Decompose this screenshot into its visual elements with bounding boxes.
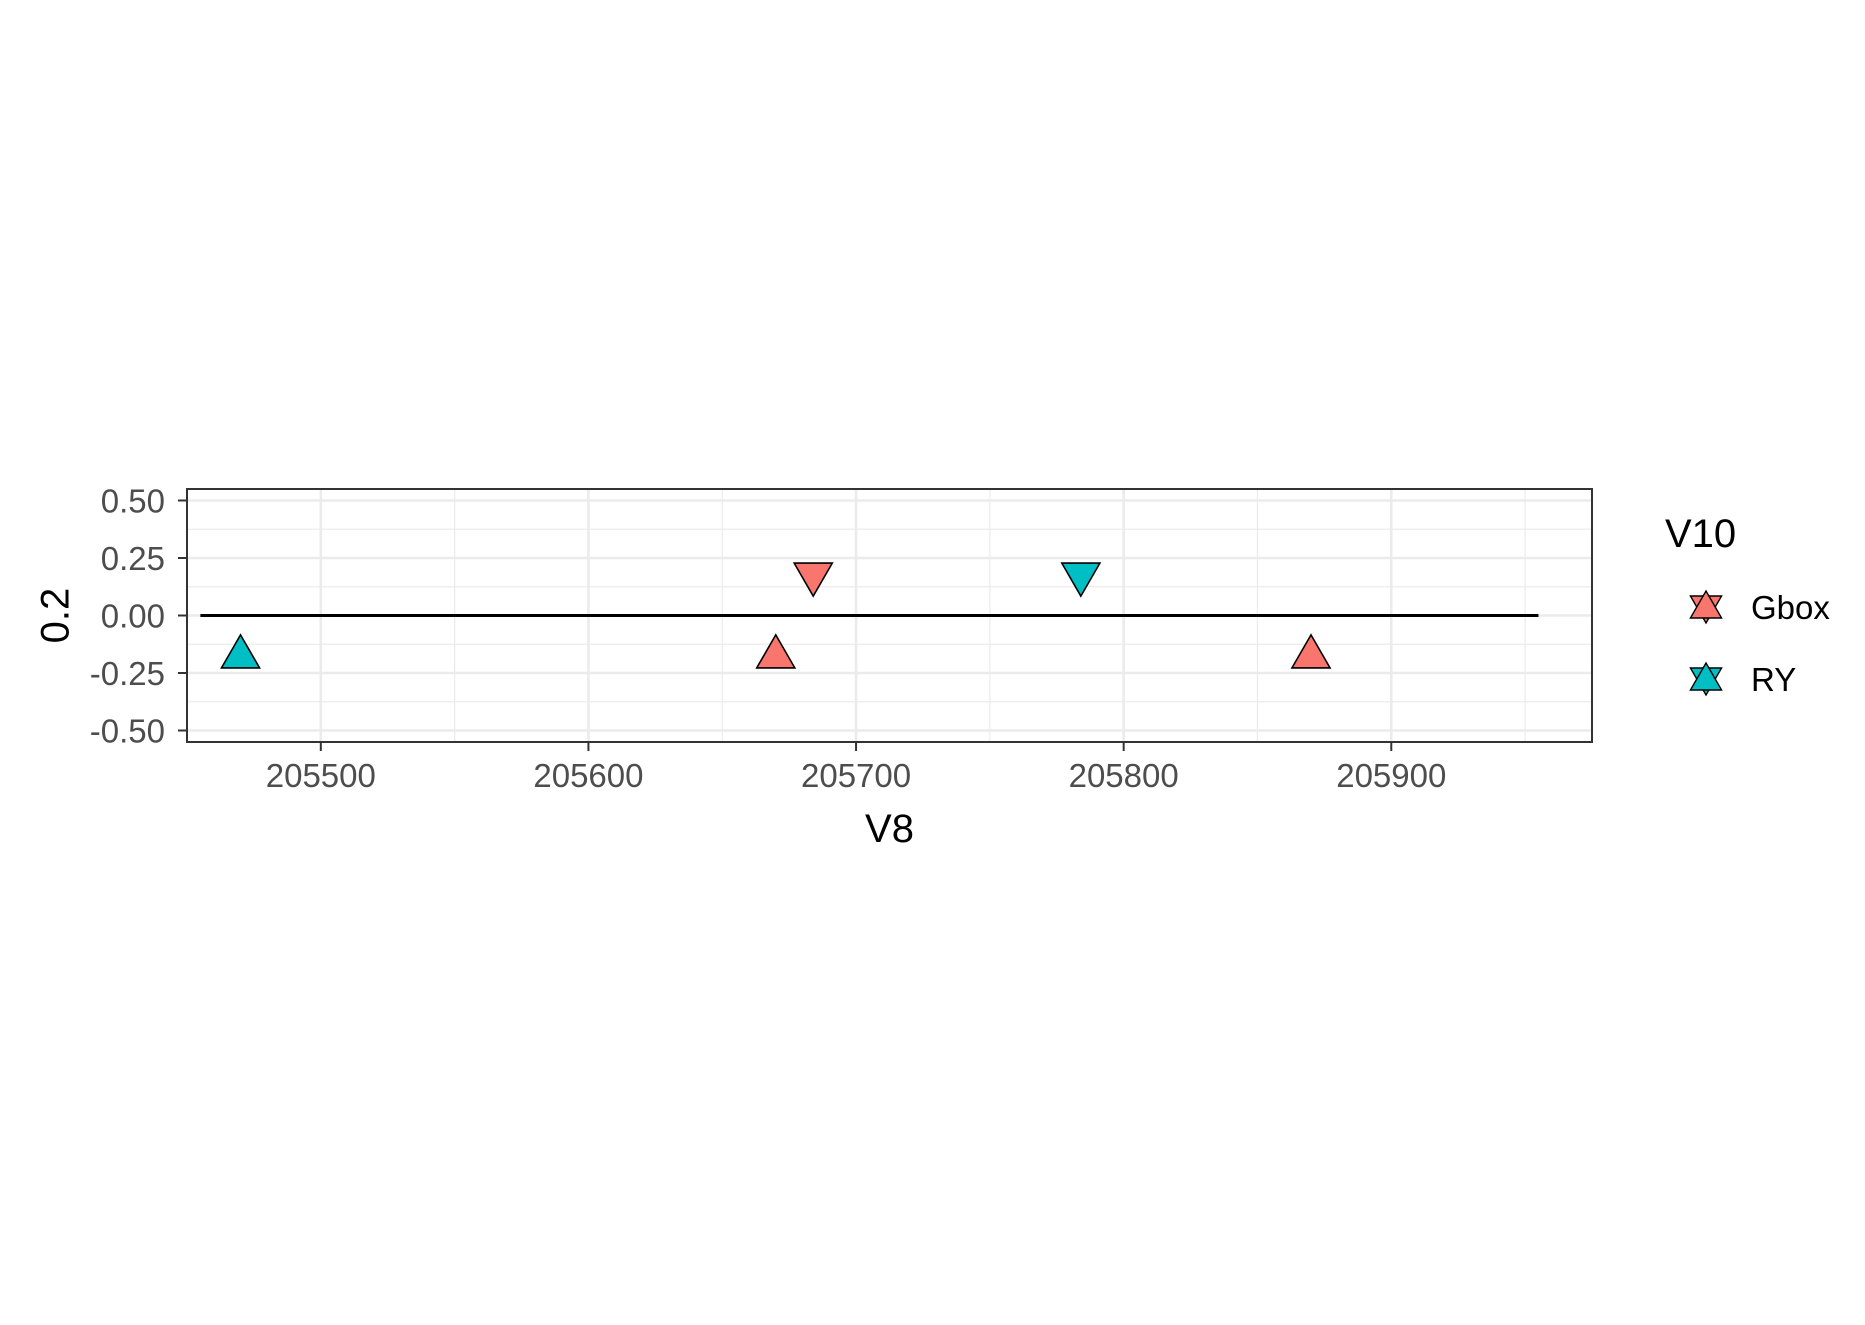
y-tick-label: -0.25 [90,655,165,692]
legend-marker-up [1689,589,1723,619]
y-axis-title: 0.2 [34,588,78,644]
legend-label-gbox: Gbox [1751,589,1830,626]
y-tick-label: 0.00 [101,598,165,635]
data-point-gbox-up [755,633,797,669]
x-tick-label: 205900 [1336,757,1446,794]
legend: V10 Gbox RY [1665,512,1830,698]
y-tick-label: -0.50 [90,713,165,750]
x-tick-label: 205800 [1069,757,1179,794]
data-point-gbox-up [1290,633,1332,669]
legend-key-gbox [1689,589,1723,625]
legend-label-ry: RY [1751,661,1796,698]
data-point-ry-up [220,633,261,669]
legend-key-ry [1689,661,1723,697]
axes: 205500 205600 205700 205800 205900 -0.50 -0.25… [90,483,1447,795]
legend-marker-up [1689,661,1723,691]
data-points [220,562,1332,669]
x-tick-label: 205600 [533,757,643,794]
legend-title: V10 [1665,512,1736,556]
data-point-gbox-down [792,562,834,598]
y-tick-label: 0.50 [101,483,165,520]
x-tick-label: 205700 [801,757,911,794]
y-tick-label: 0.25 [101,540,165,577]
x-tick-label: 205500 [266,757,376,794]
data-point-ry-down [1060,562,1102,598]
x-axis-title: V8 [865,807,914,851]
